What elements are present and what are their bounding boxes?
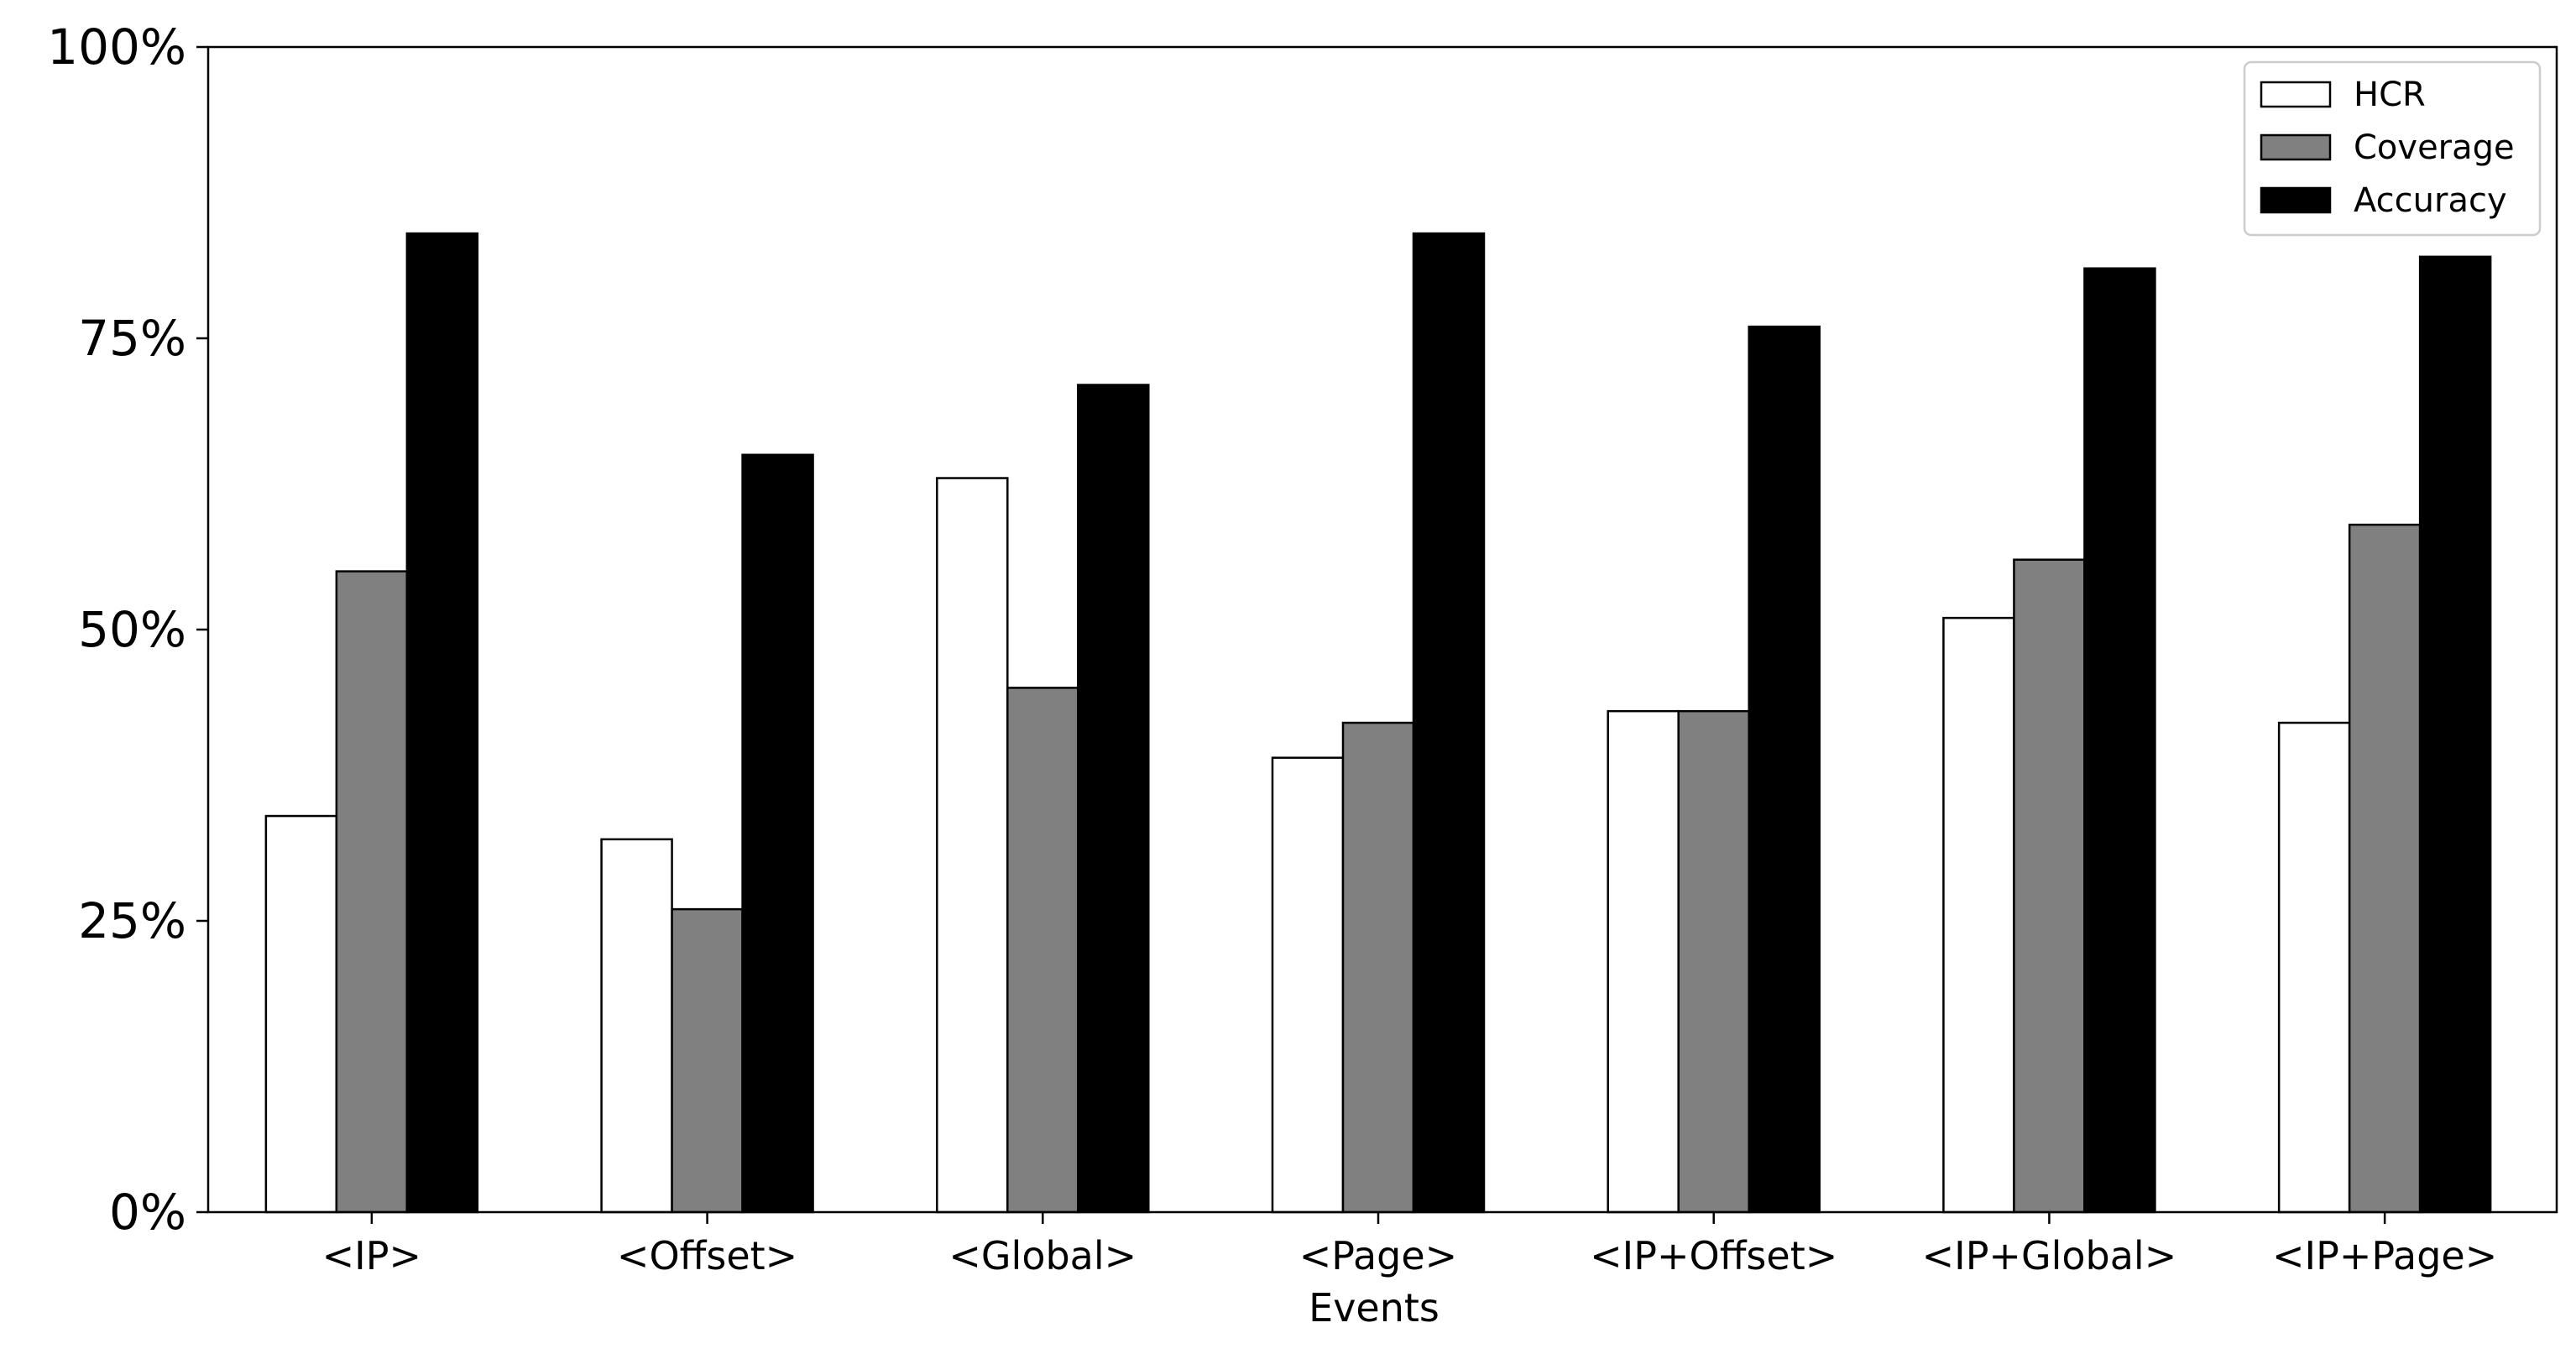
bar-accuracy-7	[2418, 255, 2492, 1214]
legend-swatch-hcr	[2260, 81, 2332, 108]
legend-swatch-accuracy	[2260, 186, 2332, 214]
bar-coverage-4	[1341, 721, 1415, 1214]
y-tick-label: 50%	[78, 601, 186, 658]
y-tick-label: 25%	[78, 892, 186, 949]
bar-hcr-1	[264, 814, 338, 1214]
legend: HCR Coverage Accuracy	[2243, 60, 2542, 237]
bar-accuracy-1	[405, 232, 479, 1214]
bar-coverage-1	[335, 570, 409, 1214]
bar-hcr-3	[936, 477, 1009, 1214]
x-tick-label: <Page>	[1299, 1233, 1457, 1278]
bar-hcr-6	[1942, 616, 2015, 1214]
y-axis: 0% 25% 50% 75% 100%	[47, 18, 208, 1241]
bar-hcr-4	[1271, 756, 1345, 1214]
bar-coverage-2	[671, 907, 744, 1214]
bar-hcr-2	[600, 838, 673, 1214]
x-tick-label: <Offset>	[617, 1233, 797, 1278]
x-axis: <IP> <Offset> <Global> <Page> <IP+Offset> <IP…	[322, 1212, 2497, 1278]
bar-coverage-7	[2348, 523, 2422, 1214]
bar-accuracy-2	[741, 453, 814, 1214]
y-tick-label: 100%	[47, 18, 186, 76]
legend-label-accuracy: Accuracy	[2354, 181, 2507, 220]
legend-label-coverage: Coverage	[2354, 128, 2515, 167]
x-tick-label: <Global>	[948, 1233, 1136, 1278]
x-axis-label: Events	[1309, 1285, 1440, 1330]
bar-accuracy-6	[2083, 267, 2156, 1214]
bar-accuracy-3	[1077, 384, 1150, 1214]
bar-hcr-5	[1607, 709, 1680, 1214]
legend-label-hcr: HCR	[2354, 76, 2426, 114]
x-tick-label: <IP+Page>	[2272, 1233, 2497, 1278]
bars-group	[264, 232, 2492, 1214]
bar-accuracy-5	[1748, 325, 1821, 1214]
bar-coverage-6	[2013, 558, 2086, 1214]
x-tick-label: <IP+Global>	[1922, 1233, 2177, 1278]
bar-coverage-5	[1677, 709, 1750, 1214]
y-tick-label: 75%	[78, 310, 186, 367]
bar-hcr-7	[2277, 721, 2351, 1214]
x-tick-label: <IP+Offset>	[1590, 1233, 1837, 1278]
y-tick-label: 0%	[109, 1184, 186, 1241]
x-tick-label: <IP>	[322, 1233, 421, 1278]
legend-swatch-coverage	[2260, 133, 2332, 161]
bar-accuracy-4	[1412, 232, 1486, 1214]
bar-coverage-3	[1006, 687, 1079, 1214]
